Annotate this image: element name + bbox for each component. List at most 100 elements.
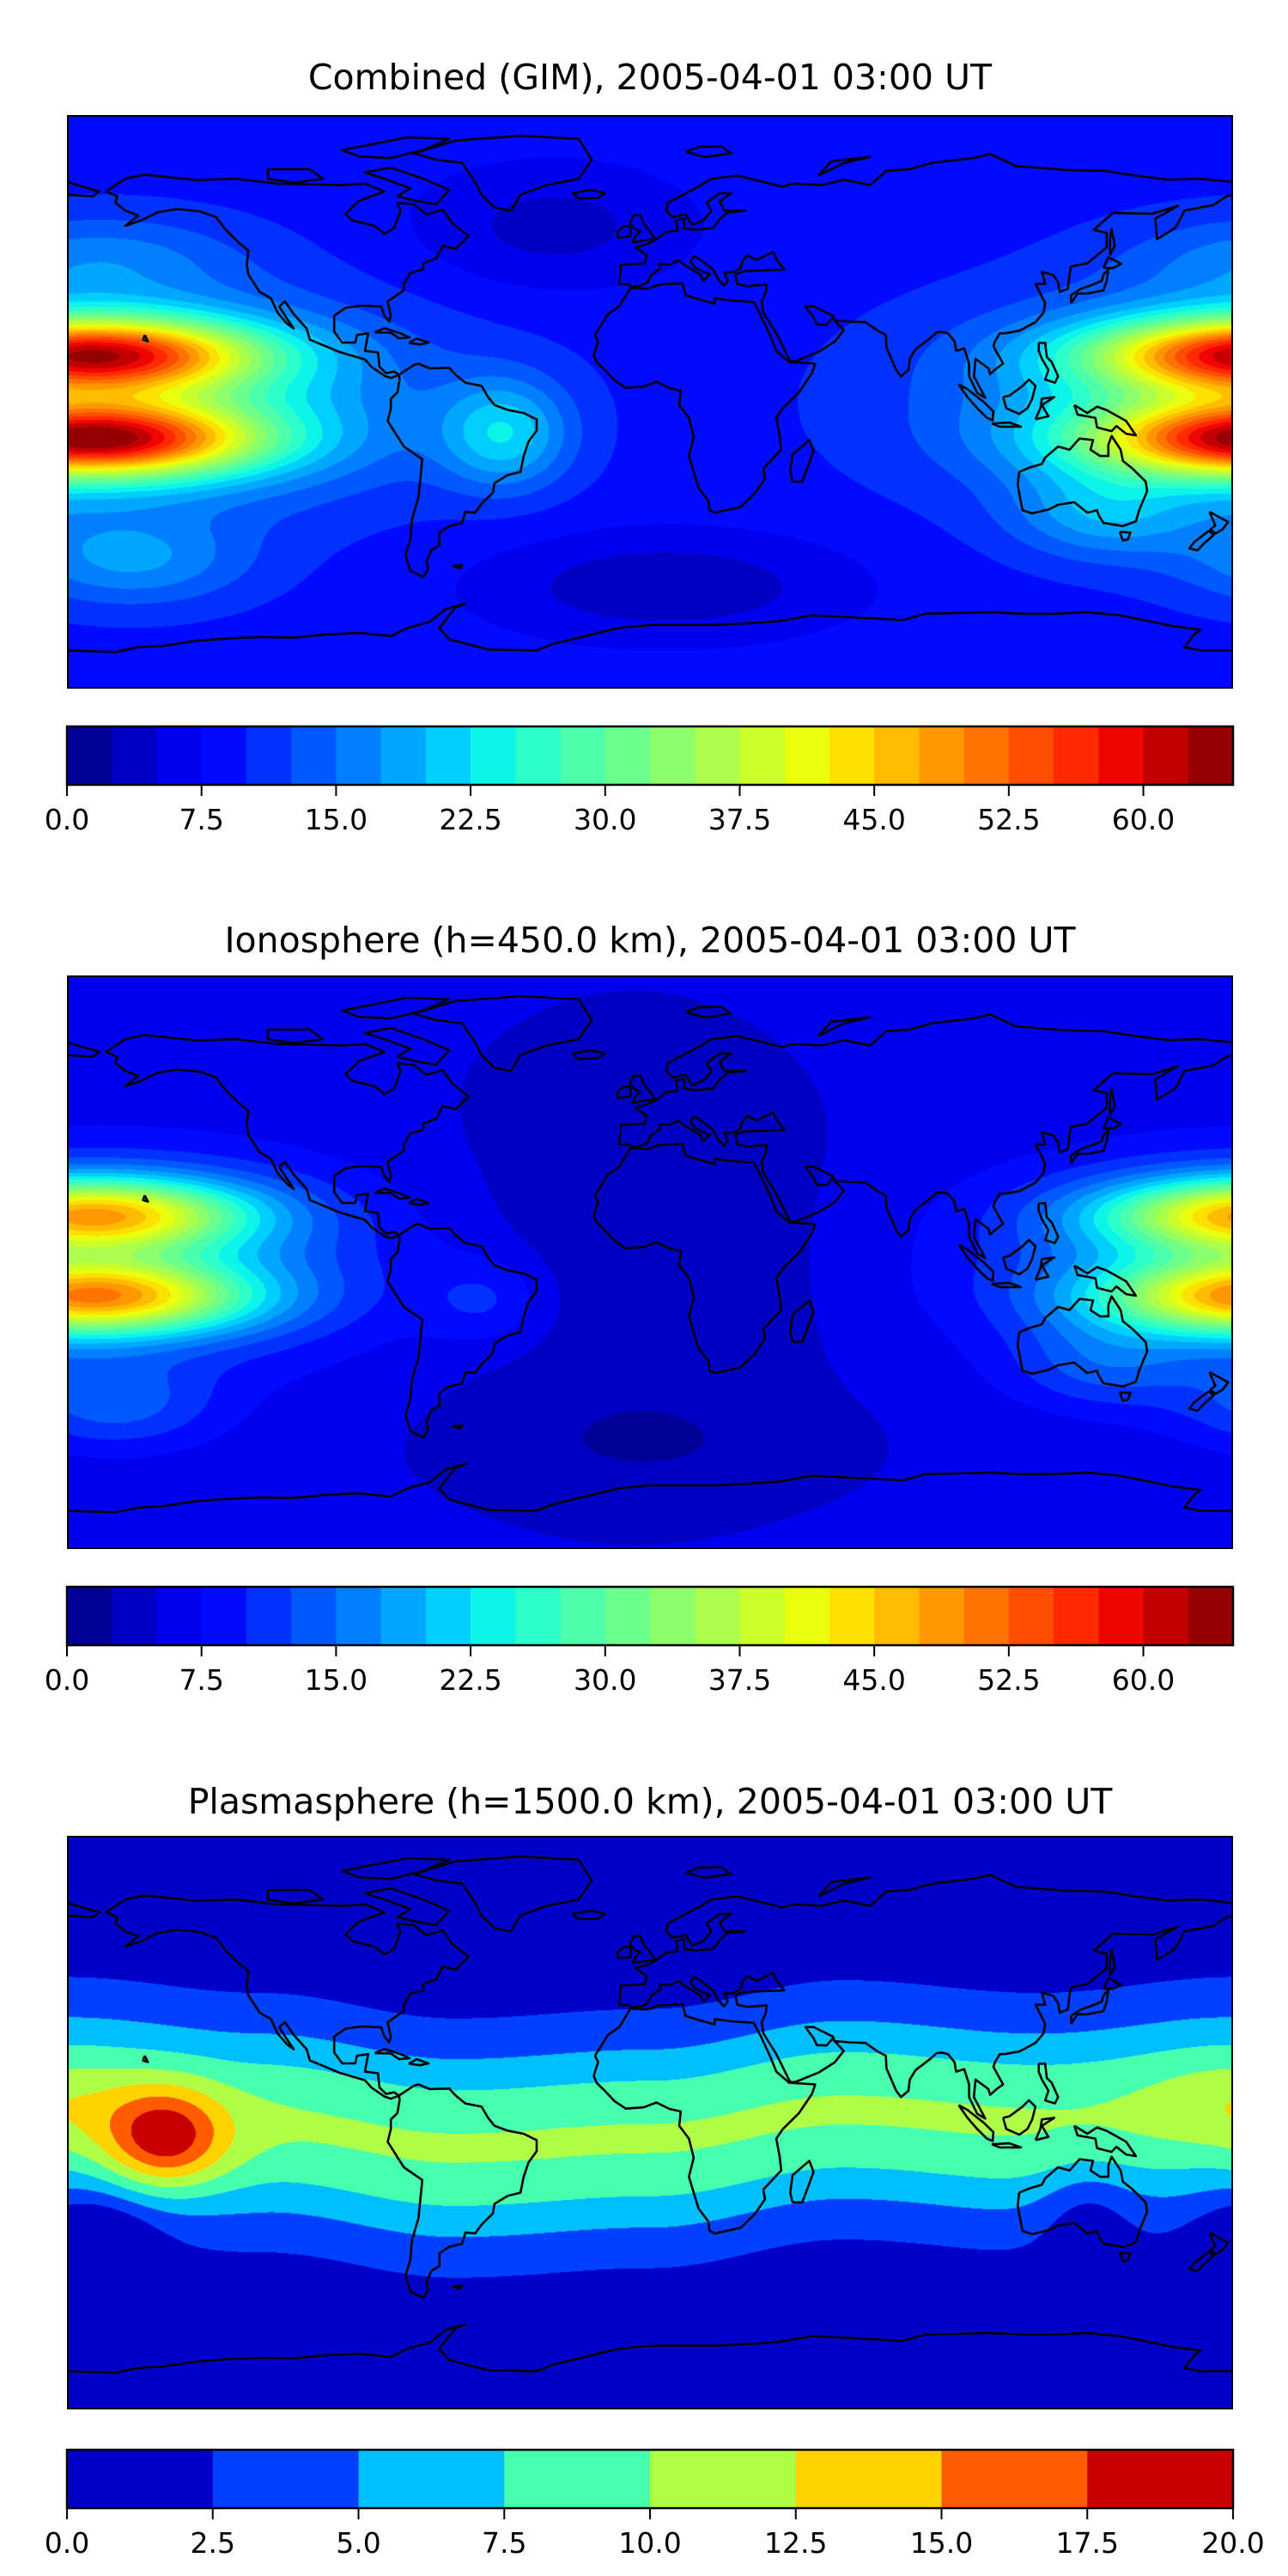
coastline-antarctica [67,1462,1233,1514]
colorbar-tick-label: 37.5 [708,1663,771,1697]
coastline-south-america [386,362,538,579]
coastline-tasmania [1118,1391,1132,1402]
coastline-south-america [386,2083,538,2300]
colorbar-bin [291,1587,337,1645]
colorbar: 0.0 7.5 15.0 22.5 30.0 37.5 45.0 52.5 60.0 [45,725,1235,836]
colorbar-bin [1008,726,1054,785]
coastline-north-america [105,1034,471,1240]
coastline-svalbard [685,1005,732,1019]
colorbar: 0.0 2.5 5.0 7.5 10.0 12.5 15.0 17.5 20.0 [45,2448,1265,2560]
colorbar-bin [650,1587,696,1645]
coastline-hokkaido [1102,256,1123,270]
colorbar: 0.0 7.5 15.0 22.5 30.0 37.5 45.0 52.5 60.0 [45,1585,1235,1697]
coastline-philippines [1037,342,1060,384]
coastline-hawaii [142,2055,149,2063]
coastline-sumatra [957,1243,995,1282]
coastline-south-america [386,1223,538,1439]
coastline-japan [1070,1128,1110,1164]
coastlines [67,994,1233,1514]
coastline-sulawesi [1034,1256,1056,1281]
coastline-ireland [617,1084,632,1100]
colorbar-bin [336,726,382,785]
coastline-hawaii [142,334,149,343]
map-ionosphere [67,975,1233,1549]
coastline-greenland [413,1855,593,1933]
colorbar-bin [919,1587,965,1645]
colorbar-tick-label: 10.0 [618,2526,681,2560]
coastline-baffin-island [363,1026,451,1066]
colorbar-bin [291,726,337,785]
coastlines [67,134,1233,653]
colorbar-tick-label: 5.0 [336,2526,380,2560]
colorbar-bin [425,1587,471,1645]
colorbar-bin [471,726,516,785]
colorbar-tick-label: 15.0 [305,1663,368,1697]
coastline-africa [592,282,817,514]
coastline-sakhalin [1109,1088,1116,1116]
coastline-australia [1016,434,1149,527]
coastline-novaya-zemlya [817,1016,872,1037]
contour-field [67,1836,1233,2409]
coastline-eurasia [617,1013,1233,1260]
chart-title: Combined (GIM), 2005-04-01 03:00 UT [307,57,993,98]
coastline-new-zealand-north [1208,510,1230,535]
coastline-ellesmere-island [341,136,451,160]
coastline-chukotka [67,180,100,197]
colorbar-bin [515,1587,562,1645]
coastline-falklands [452,2284,464,2290]
coastline-new-zealand-north [1208,2231,1230,2256]
colorbar-bin [246,1587,292,1645]
coastline-new-zealand-south [1188,1390,1215,1413]
coastline-north-america [105,1894,471,2100]
coastline-java [991,1281,1023,1289]
colorbar-bin [67,726,112,785]
colorbar-bin [1054,1587,1099,1645]
colorbar-bin [156,1587,203,1645]
coastline-new-guinea [1072,404,1138,437]
colorbar-bin [829,1587,875,1645]
coastline-novaya-zemlya [817,155,872,177]
colorbar-bin [425,726,471,785]
contour-field [67,975,1233,1549]
coastline-madagascar [789,439,815,483]
map-combined [67,115,1233,689]
colorbar-bin [1098,1587,1145,1645]
colorbar-tick-label: 60.0 [1112,803,1175,836]
coastline-africa [592,2002,817,2235]
colorbar-bin [504,2450,651,2508]
colorbar-bin [1054,726,1099,785]
colorbar-bin [246,726,292,785]
coastline-hawaii [142,1194,149,1203]
colorbar-tick-label: 0.0 [45,803,89,836]
colorbar-bin [941,2450,1088,2508]
chart-title: Plasmasphere (h=1500.0 km), 2005-04-01 0… [187,1781,1113,1822]
colorbar-bin [1188,1587,1234,1645]
colorbar-tick-label: 15.0 [305,803,368,836]
coastline-borneo [1001,1238,1037,1276]
coastline-hispaniola [408,1197,430,1206]
colorbar-frame [65,1585,1235,1647]
coastline-australia [1016,2155,1149,2248]
colorbar-tick-label: 7.5 [179,1663,223,1697]
colorbar-bin [874,726,920,785]
coastline-new-guinea [1072,1264,1138,1297]
coastline-ellesmere-island [341,1856,451,1880]
colorbar-tick-label: 12.5 [764,2526,827,2560]
colorbar-bin [695,726,741,785]
coastline-madagascar [789,2160,815,2204]
coastline-borneo [1001,2099,1037,2136]
coastline-great-britain [629,1935,656,1965]
coastline-new-guinea [1072,2124,1138,2158]
coastline-chukotka [67,1901,100,1918]
coastline-eurasia [617,153,1233,399]
coastline-sumatra [957,2104,995,2142]
coastline-tasmania [1118,531,1132,542]
coastlines [67,1855,1233,2374]
colorbar-bin [650,2450,797,2508]
colorbar-bin [380,1587,427,1645]
coastline-novaya-zemlya [817,1876,872,1898]
colorbar-tick-label: 17.5 [1056,2526,1119,2560]
coastline-sakhalin [1109,1948,1116,1977]
colorbar-tick-label: 22.5 [439,803,501,836]
colorbar-bin [1188,726,1234,785]
